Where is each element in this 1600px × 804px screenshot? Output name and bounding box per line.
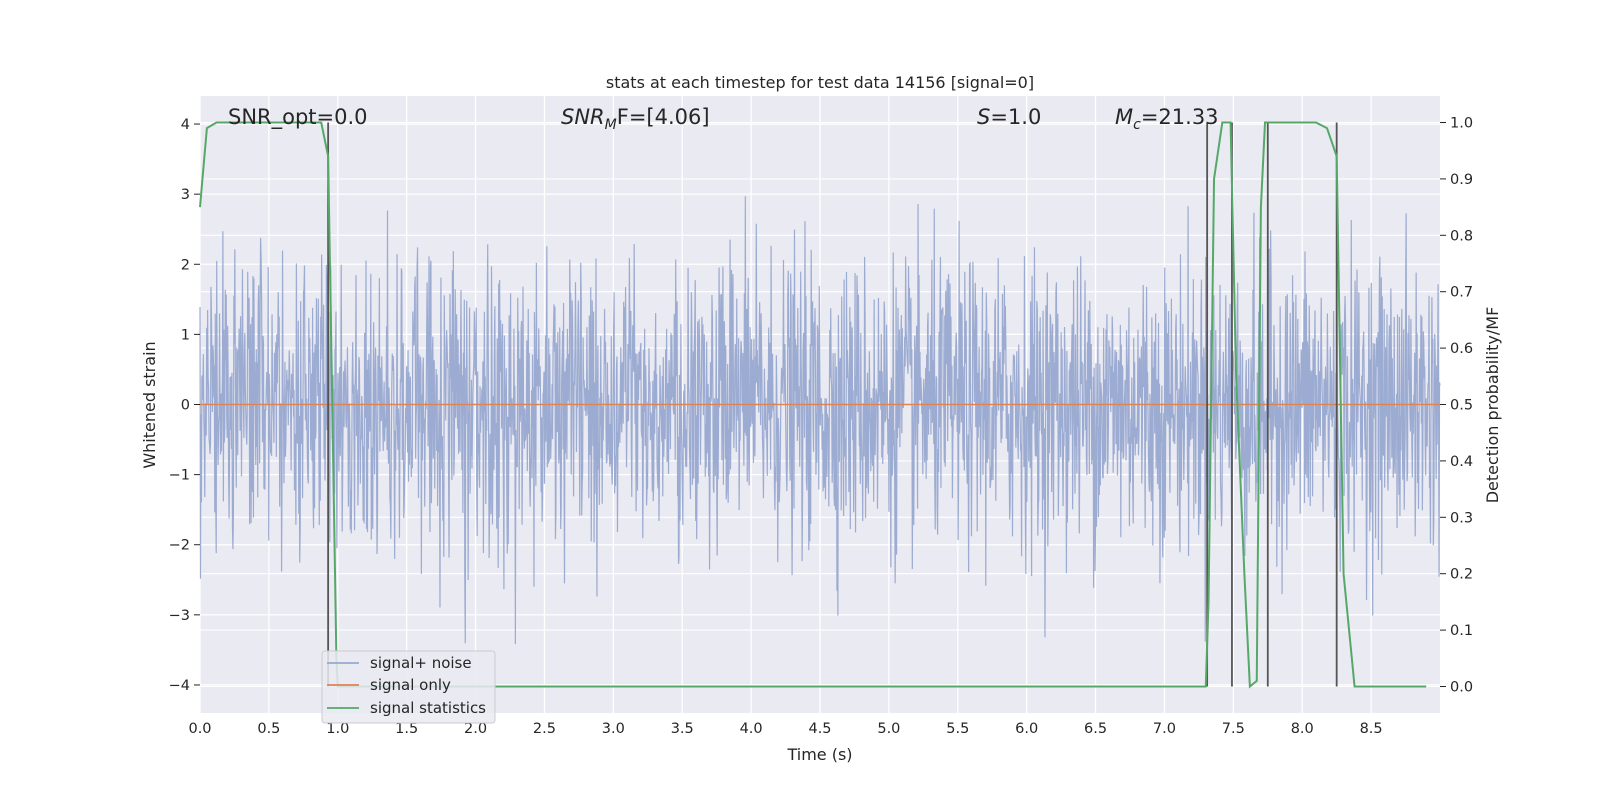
annotation-snr-mf-main: SNR bbox=[561, 105, 605, 129]
y-tick-label-left: −1 bbox=[169, 468, 190, 484]
annotation-mc: Mc=21.33 bbox=[1115, 105, 1219, 133]
y-axis-label-right: Detection probability/MF bbox=[1483, 307, 1502, 504]
y-ticks-left: 4 3 2 1 0 −1 −2 −3 −4 bbox=[169, 117, 200, 694]
y-tick-label-right: 0.7 bbox=[1450, 285, 1473, 301]
y-ticks-right: 1.0 0.9 0.8 0.7 0.6 0.5 0.4 0.3 0.2 0.1 0.0 bbox=[1440, 116, 1473, 695]
y-tick-label-right: 0.8 bbox=[1450, 228, 1473, 244]
y-tick-label-right: 0.5 bbox=[1450, 398, 1473, 414]
y-tick-label-left: −3 bbox=[169, 608, 190, 624]
y-tick-label-left: −4 bbox=[169, 678, 190, 694]
annotation-s-main: S bbox=[977, 105, 990, 129]
x-tick-label: 4.5 bbox=[808, 721, 831, 737]
x-tick-label: 6.5 bbox=[1084, 721, 1107, 737]
x-tick-label: 3.5 bbox=[671, 721, 694, 737]
x-tick-label: 0.5 bbox=[257, 721, 280, 737]
x-tick-label: 0.0 bbox=[188, 721, 211, 737]
y-tick-label-right: 0.3 bbox=[1450, 510, 1473, 526]
annotation-mc-sub: c bbox=[1133, 117, 1141, 133]
y-tick-label-right: 0.4 bbox=[1450, 454, 1473, 470]
x-tick-label: 8.5 bbox=[1360, 721, 1383, 737]
legend-label-signal-only: signal only bbox=[370, 676, 451, 694]
y-axis-label-left: Whitened strain bbox=[140, 341, 159, 468]
annotation-mc-rest: =21.33 bbox=[1141, 105, 1219, 129]
y-tick-label-right: 0.2 bbox=[1450, 567, 1473, 583]
signal-noise-line bbox=[199, 196, 1441, 645]
chart-title: stats at each timestep for test data 141… bbox=[606, 73, 1034, 92]
x-tick-label: 7.0 bbox=[1153, 721, 1176, 737]
legend-label-signal-noise: signal+ noise bbox=[370, 654, 472, 672]
x-tick-label: 1.0 bbox=[326, 721, 349, 737]
x-tick-label: 5.0 bbox=[877, 721, 900, 737]
annotation-snr-opt: SNR_opt=0.0 bbox=[228, 105, 368, 130]
y-tick-label-left: 3 bbox=[181, 187, 190, 203]
x-tick-label: 4.0 bbox=[740, 721, 763, 737]
y-tick-label-right: 0.0 bbox=[1450, 679, 1473, 695]
legend-box bbox=[321, 650, 496, 724]
x-ticks: 0.0 0.5 1.0 1.5 2.0 2.5 3.0 3.5 4.0 4.5 5.0 5.5 6.0 6… bbox=[188, 721, 1382, 737]
x-tick-label: 3.0 bbox=[602, 721, 625, 737]
y-tick-label-right: 0.6 bbox=[1450, 341, 1473, 357]
annotation-snr-mf: SNRMF=[4.06] bbox=[561, 105, 710, 133]
y-tick-label-left: 2 bbox=[181, 257, 190, 273]
y-tick-label-left: 1 bbox=[181, 327, 190, 343]
y-tick-label-right: 1.0 bbox=[1450, 116, 1473, 132]
x-tick-label: 6.0 bbox=[1015, 721, 1038, 737]
y-tick-label-left: 4 bbox=[181, 117, 190, 133]
x-tick-label: 2.0 bbox=[464, 721, 487, 737]
annotation-snr-mf-rest: F=[4.06] bbox=[617, 105, 710, 129]
x-axis-label: Time (s) bbox=[786, 745, 852, 764]
y-tick-label-right: 0.9 bbox=[1450, 172, 1473, 188]
annotation-s: S=1.0 bbox=[977, 105, 1041, 129]
x-tick-label: 5.5 bbox=[946, 721, 969, 737]
x-tick-label: 2.5 bbox=[533, 721, 556, 737]
series-signal-noise bbox=[199, 196, 1441, 645]
x-tick-label: 1.5 bbox=[395, 721, 418, 737]
y-tick-label-left: 0 bbox=[181, 398, 190, 414]
series-signal-statistics bbox=[199, 121, 1427, 689]
annotation-snr-mf-sub: M bbox=[605, 117, 617, 133]
annotation-mc-main: M bbox=[1115, 105, 1133, 129]
y-tick-label-right: 0.1 bbox=[1450, 623, 1473, 639]
annotation-s-rest: =1.0 bbox=[990, 105, 1041, 129]
legend-label-signal-statistics: signal statistics bbox=[370, 699, 486, 717]
signal-statistics-line bbox=[199, 121, 1427, 689]
legend: signal+ noise signal only signal statist… bbox=[321, 650, 496, 724]
y-tick-label-left: −2 bbox=[169, 538, 190, 554]
x-tick-label: 8.0 bbox=[1291, 721, 1314, 737]
x-tick-label: 7.5 bbox=[1222, 721, 1245, 737]
